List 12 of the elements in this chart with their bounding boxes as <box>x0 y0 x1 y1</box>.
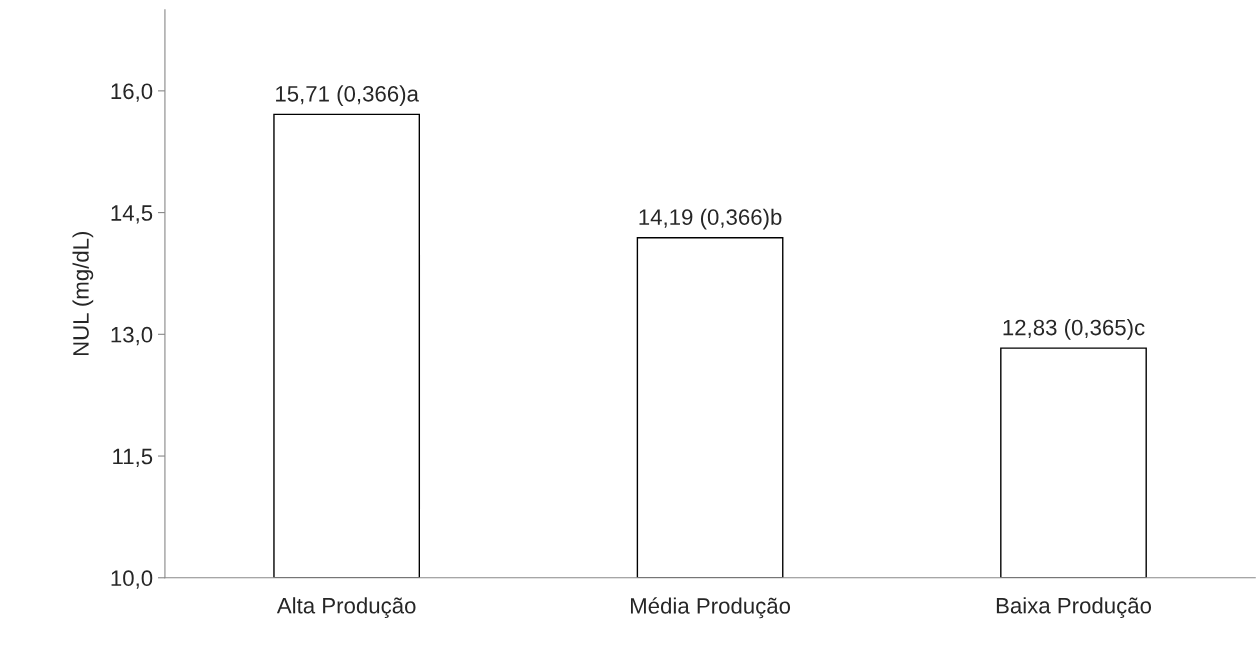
data-label: 15,71 (0,366)a <box>276 85 419 107</box>
data-label: 14,19 (0,366)b <box>639 208 782 230</box>
y-axis-title: NUL (mg/dL) <box>72 231 94 356</box>
y-tick-label: 10,0 <box>111 570 153 589</box>
y-tick-label: 13,0 <box>111 326 153 346</box>
x-tick-label: Baixa Produção <box>996 597 1152 619</box>
y-tick-label: 14,5 <box>111 205 153 224</box>
x-tick-label: Alta Produção <box>276 597 416 619</box>
y-tick-label: 16,0 <box>111 83 153 102</box>
x-tick-label: Média Produção <box>630 597 791 619</box>
y-tick-label: 11,5 <box>113 448 153 467</box>
data-label: 12,83 (0,365)c <box>1003 319 1145 340</box>
